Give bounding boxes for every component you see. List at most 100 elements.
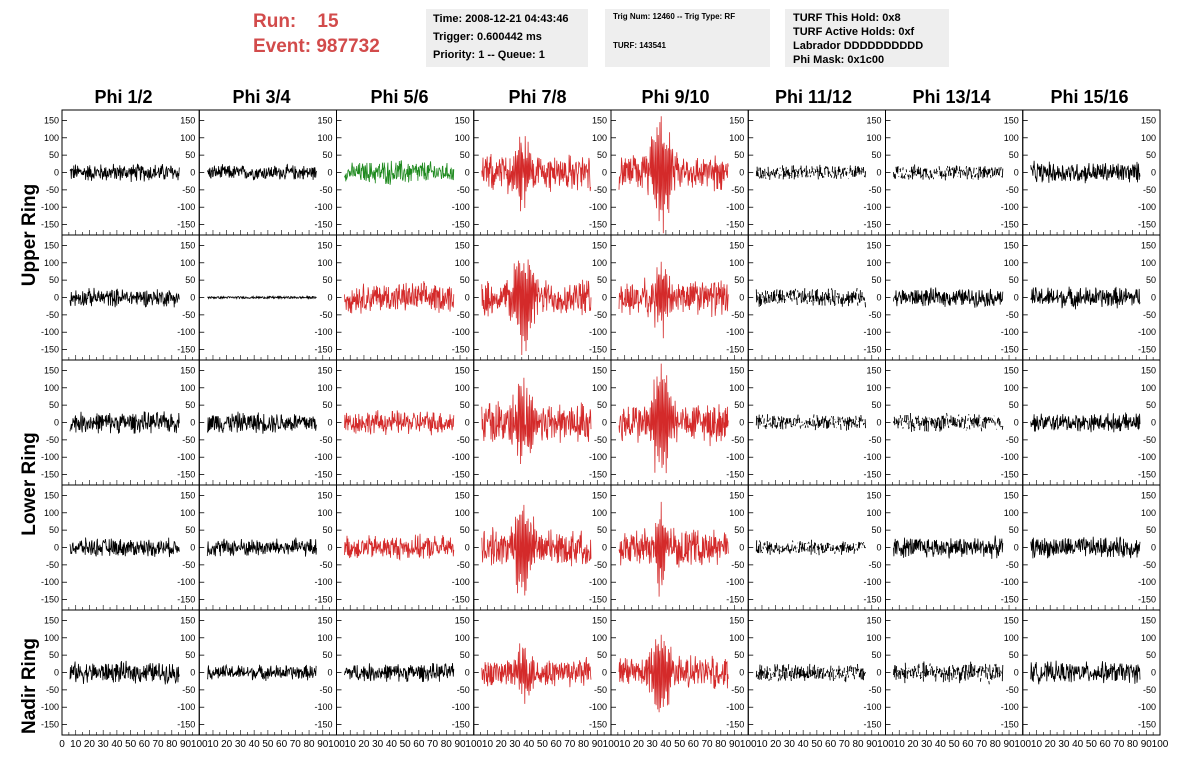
waveform-trace (893, 661, 1004, 685)
y-tick-label: 50 (597, 275, 607, 285)
y-tick-label: 50 (1009, 400, 1019, 410)
y-tick-label: 150 (1004, 115, 1019, 125)
x-tick-label: 100 (328, 739, 345, 750)
y-tick-label: 50 (185, 275, 195, 285)
y-axis-label-left: 0 (54, 543, 59, 553)
y-tick-label: -100 (177, 452, 195, 462)
column-header-phi-3-4: Phi 3/4 (232, 87, 291, 107)
x-tick-label: 30 (235, 739, 247, 750)
waveform-trace (755, 288, 866, 308)
y-axis-label-left: -100 (41, 202, 59, 212)
y-axis-label-left: -100 (41, 327, 59, 337)
y-tick-label: 100 (729, 383, 744, 393)
y-tick-label: 150 (1004, 490, 1019, 500)
y-tick-label: 0 (190, 168, 195, 178)
y-axis-label-left: -50 (46, 310, 59, 320)
y-tick-label: -100 (589, 452, 607, 462)
waveform-trace (618, 116, 729, 234)
x-tick-label: 10 (1031, 739, 1043, 750)
y-tick-label: 100 (317, 633, 332, 643)
y-tick-label: 50 (597, 400, 607, 410)
y-tick-label: -150 (314, 720, 332, 730)
y-axis-label-left: 150 (44, 615, 59, 625)
waveform-trace (344, 410, 455, 436)
y-axis-label-left: 0 (54, 418, 59, 428)
y-tick-label: 150 (866, 240, 881, 250)
y-tick-label: -50 (594, 310, 607, 320)
y-tick-label: 100 (592, 383, 607, 393)
y-tick-label: -100 (452, 202, 470, 212)
y-tick-label: -100 (1138, 702, 1156, 712)
y-axis-label-left: -50 (46, 185, 59, 195)
y-tick-label: 100 (592, 133, 607, 143)
y-tick-label: -50 (319, 435, 332, 445)
x-tick-label: 30 (921, 739, 933, 750)
y-tick-label: -150 (1138, 720, 1156, 730)
x-tick-label: 70 (839, 739, 851, 750)
y-tick-label: -100 (314, 702, 332, 712)
waveform-trace (755, 164, 866, 180)
waveform-trace (618, 634, 729, 713)
y-tick-label: 150 (729, 115, 744, 125)
trig-info-box: Trig Num: 12460 -- Trig Type: RF TURF: 1… (605, 9, 770, 67)
y-tick-label: 0 (190, 543, 195, 553)
y-tick-label: 150 (866, 365, 881, 375)
x-tick-label: 60 (688, 739, 700, 750)
waveform-trace (207, 663, 317, 682)
y-tick-label: -100 (863, 327, 881, 337)
column-header-phi-15-16: Phi 15/16 (1050, 87, 1129, 107)
y-tick-label: -150 (726, 220, 744, 230)
x-tick-label: 40 (660, 739, 672, 750)
y-tick-label: 150 (729, 240, 744, 250)
y-tick-label: 0 (739, 293, 744, 303)
y-tick-label: -50 (1006, 435, 1019, 445)
x-tick-label: 10 (70, 739, 82, 750)
y-tick-label: 100 (180, 258, 195, 268)
x-tick-label: 100 (1152, 739, 1169, 750)
y-tick-label: -150 (589, 720, 607, 730)
y-tick-label: 0 (1151, 418, 1156, 428)
y-tick-label: -150 (1001, 345, 1019, 355)
y-axis-label-left: 100 (44, 633, 59, 643)
y-tick-label: 150 (1141, 365, 1156, 375)
y-tick-label: 100 (455, 133, 470, 143)
waveform-trace (893, 412, 1004, 432)
y-tick-label: -50 (1143, 310, 1156, 320)
time-text: Time: 2008-12-21 04:43:46 (433, 13, 569, 25)
y-tick-label: 0 (602, 168, 607, 178)
x-tick-label: 100 (740, 739, 757, 750)
y-tick-label: 150 (180, 365, 195, 375)
y-tick-label: -150 (863, 720, 881, 730)
y-tick-label: -50 (319, 560, 332, 570)
y-tick-label: 50 (1146, 150, 1156, 160)
x-tick-label: 80 (441, 739, 453, 750)
x-tick-label: 80 (852, 739, 864, 750)
y-tick-label: -50 (1006, 560, 1019, 570)
turf-active-text: TURF Active Holds: 0xf (793, 26, 915, 38)
y-axis-label-left: -50 (46, 435, 59, 445)
waveform-trace (481, 136, 591, 212)
y-tick-label: -150 (726, 595, 744, 605)
y-tick-label: 0 (602, 418, 607, 428)
y-tick-label: 150 (866, 490, 881, 500)
y-tick-label: 50 (322, 150, 332, 160)
y-tick-label: 150 (455, 365, 470, 375)
y-tick-label: 50 (1146, 400, 1156, 410)
y-tick-label: -100 (1138, 202, 1156, 212)
y-tick-label: -50 (1006, 310, 1019, 320)
waveform-trace (1030, 536, 1141, 559)
y-tick-label: 50 (322, 650, 332, 660)
y-tick-label: 0 (327, 293, 332, 303)
y-tick-label: -150 (314, 220, 332, 230)
x-tick-label: 80 (578, 739, 590, 750)
y-tick-label: -150 (589, 345, 607, 355)
y-tick-label: 0 (1151, 668, 1156, 678)
y-tick-label: -100 (863, 202, 881, 212)
y-tick-label: 0 (602, 668, 607, 678)
waveform-trace (893, 287, 1004, 308)
y-tick-label: 50 (597, 150, 607, 160)
y-tick-label: 0 (465, 168, 470, 178)
y-tick-label: -150 (726, 720, 744, 730)
y-tick-label: -50 (1143, 685, 1156, 695)
y-tick-label: 150 (866, 615, 881, 625)
